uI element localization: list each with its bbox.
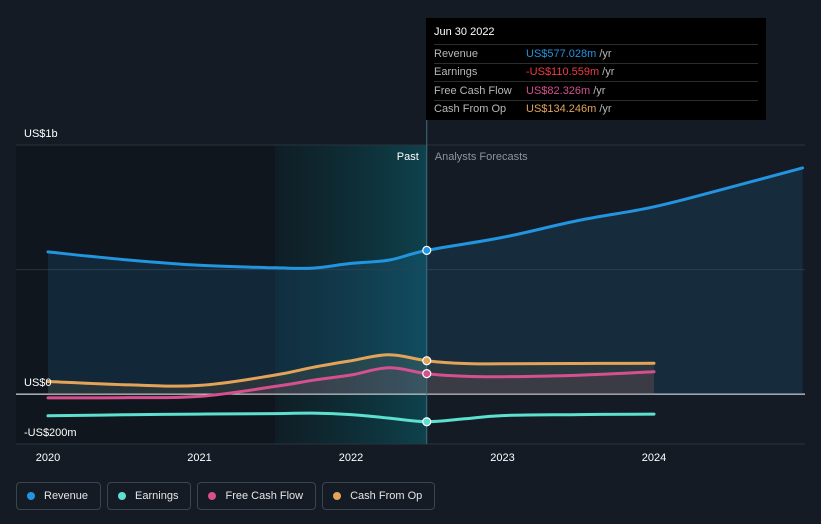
legend-dot-icon: [27, 492, 35, 500]
legend-label: Cash From Op: [350, 490, 423, 502]
legend-dot-icon: [208, 492, 217, 500]
y-tick-label: US$0: [24, 377, 52, 389]
tooltip-date: Jun 30 2022: [434, 26, 495, 38]
marker-earnings: [422, 417, 432, 427]
series-line-free-cash-flow: [46, 366, 656, 400]
tooltip-row-value: US$577.028m: [526, 47, 597, 60]
series-line-cash-from-op: [46, 353, 656, 388]
forecast-label: Analysts Forecasts: [435, 151, 528, 163]
tooltip-row-label: Free Cash Flow: [434, 84, 512, 97]
marker-free-cash-flow: [422, 369, 432, 379]
tooltip-row-unit: /yr: [593, 84, 606, 97]
legend-dot-icon: [118, 492, 127, 500]
tooltip-row-unit: /yr: [599, 103, 612, 116]
tooltip-row-value: US$82.326m: [526, 84, 591, 97]
series-line-revenue: [46, 166, 804, 270]
legend: Revenue Earnings Free Cash Flow Cash Fro…: [16, 482, 436, 512]
series-area-free-cash-flow: [48, 367, 654, 398]
tooltip-row-cash-from-op: Cash From Op US$134.246m /yr: [434, 99, 758, 119]
tooltip-row-value: -US$110.559m: [526, 66, 600, 79]
tooltip: Jun 30 2022 Revenue US$577.028m /yr Earn…: [426, 18, 766, 120]
y-axis-labels: US$1b US$0 -US$200m: [24, 128, 77, 439]
x-tick-label: 2024: [642, 452, 666, 464]
legend-dot-icon: [333, 492, 342, 500]
legend-item-revenue[interactable]: Revenue: [16, 482, 102, 510]
tooltip-row-earnings: Earnings -US$110.559m /yr: [434, 62, 758, 82]
legend-label: Earnings: [135, 490, 179, 502]
gridlines: [16, 144, 805, 445]
hover-markers: [422, 245, 432, 427]
legend-item-earnings[interactable]: Earnings: [107, 482, 192, 510]
x-tick-label: 2022: [339, 452, 363, 464]
tooltip-row-label: Cash From Op: [434, 103, 507, 116]
marker-cash-from-op: [422, 356, 432, 366]
tooltip-row-unit: /yr: [599, 47, 612, 60]
series-area-revenue: [48, 167, 803, 395]
marker-revenue: [422, 245, 432, 255]
past-label: Past: [397, 151, 419, 163]
x-tick-label: 2023: [490, 452, 514, 464]
tooltip-row-free-cash-flow: Free Cash Flow US$82.326m /yr: [434, 81, 758, 100]
tooltip-row-label: Revenue: [434, 47, 479, 60]
legend-item-cash-from-op[interactable]: Cash From Op: [322, 482, 436, 510]
y-tick-label: US$1b: [24, 128, 58, 140]
series-line-earnings: [46, 411, 656, 424]
y-tick-label: -US$200m: [24, 427, 77, 439]
tooltip-row-unit: /yr: [602, 66, 615, 79]
legend-label: Free Cash Flow: [225, 490, 304, 502]
legend-label: Revenue: [44, 490, 89, 502]
x-axis-labels: 2020 2021 2022 2023 2024: [36, 452, 666, 464]
x-tick-label: 2020: [36, 452, 60, 464]
tooltip-row-revenue: Revenue US$577.028m /yr: [434, 44, 758, 63]
legend-item-free-cash-flow[interactable]: Free Cash Flow: [197, 482, 317, 510]
tooltip-row-label: Earnings: [434, 66, 478, 79]
x-tick-label: 2021: [187, 452, 211, 464]
tooltip-row-value: US$134.246m: [526, 103, 597, 116]
series-lines: [46, 166, 804, 424]
